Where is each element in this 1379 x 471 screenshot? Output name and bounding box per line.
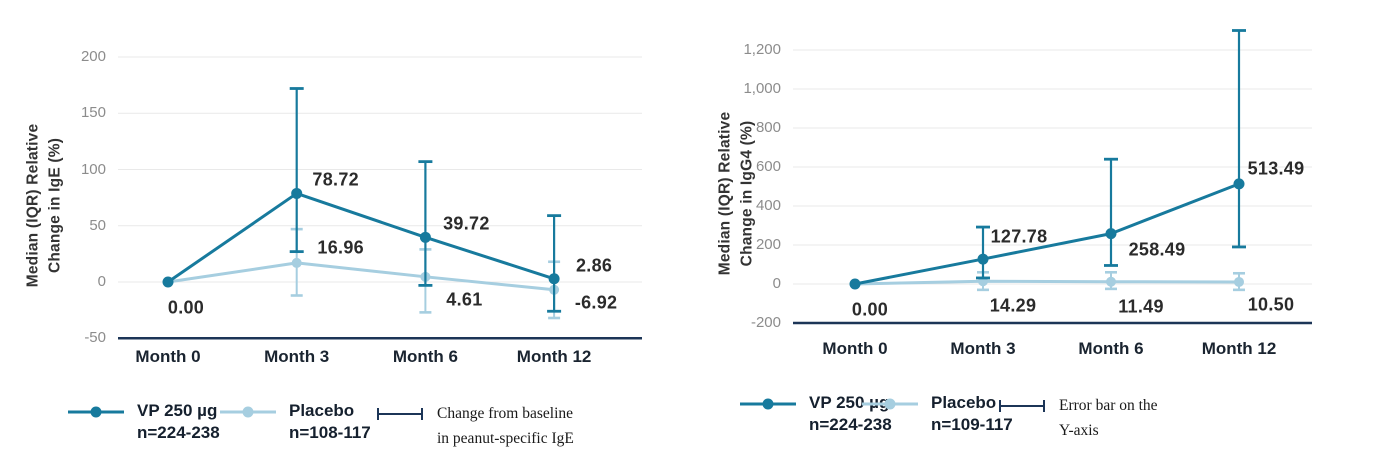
y-tick-label: 400 [755,197,781,214]
line-marker-icon [862,398,918,410]
x-axis-label: Month 6 [1078,339,1144,358]
y-tick-label: 800 [755,119,781,136]
legend-series-name: VP 250 µg [137,401,218,420]
y-axis-title-line: Change in IgE (%) [47,137,64,274]
y-tick-label: 0 [772,275,781,292]
data-point-label: 14.29 [989,295,1037,316]
y-axis-title-line: Change in IgG4 (%) [739,120,756,267]
y-tick-label: 200 [80,48,106,65]
data-point-label: 16.96 [317,237,364,258]
data-point-marker [849,278,861,290]
data-point-marker [977,253,989,265]
error-bar-icon [377,408,423,420]
x-axis-label: Month 3 [950,339,1016,358]
legend-item-placebo-ige: Placebo n=108-117 [220,400,371,445]
line-marker-icon [68,406,124,418]
legend-series-n: n=224-238 [809,415,892,435]
data-point-marker [291,187,303,199]
data-point-label: -6.92 [574,292,618,313]
data-point-marker [1106,276,1116,287]
y-axis-title-line: Median (IQR) Relative [24,123,42,288]
y-tick-label: 100 [80,160,106,178]
y-axis-title-igg4: Median (IQR) Relative Change in IgG4 (%) [715,78,760,308]
legend-item-vp-igg4: VP 250 µg n=224-238 [740,392,892,437]
data-point-label: 513.49 [1247,158,1305,179]
data-point-label: 10.50 [1247,294,1295,315]
data-point-label: 39.72 [443,213,490,234]
x-axis-label: Month 0 [135,347,201,366]
data-point-marker [419,231,431,243]
data-point-label: 258.49 [1128,239,1186,260]
x-axis-label: Month 12 [1201,339,1277,358]
x-axis-label: Month 3 [264,347,330,366]
legend-note-line: Change from baseline [437,405,574,422]
x-axis-label: Month 6 [392,347,458,366]
x-axis-label: Month 12 [516,347,592,366]
data-point-marker [291,257,302,268]
y-tick-label: 1,200 [743,41,781,58]
data-point-label: 11.49 [1118,296,1164,317]
legend-item-errorbar-igg4: Error bar on the Y-axis [998,394,1158,444]
line-marker-icon [740,398,796,410]
legend-series-name: Placebo [931,393,997,412]
line-marker-icon [220,406,276,418]
series-line-placebo [167,261,555,292]
legend-note-line: in peanut-specific IgE [437,429,574,447]
data-point-label: 127.78 [990,226,1048,247]
data-point-label: 4.61 [446,289,483,310]
data-point-label: 78.72 [312,169,359,190]
legend-series-name: Placebo [289,401,355,420]
error-bar-icon [999,400,1045,412]
y-tick-label: 600 [755,158,781,175]
y-tick-label: 150 [80,104,106,122]
series-line-vp-250-µg [854,182,1240,286]
legend-label: VP 250 µg n=224-238 [137,400,220,445]
y-tick-label: 1,000 [743,80,781,97]
y-tick-label: 200 [755,236,781,253]
y-tick-label: 50 [89,216,106,234]
legend-series-name: VP 250 µg [809,393,890,412]
legend-note-line: Error bar on the [1059,397,1158,414]
series-line-placebo [854,279,1240,286]
data-point-marker [1233,178,1245,190]
data-point-label: 2.86 [575,255,613,276]
legend-item-vp-ige: VP 250 µg n=224-238 [68,400,220,445]
legend-item-errorbar-ige: Change from baseline in peanut-specific … [376,402,574,452]
series-line-vp-250-µg [167,191,555,284]
y-tick-label: -200 [750,314,781,331]
legend-note: Change from baseline in peanut-specific … [437,402,574,452]
legend-label: Placebo n=108-117 [289,400,371,445]
legend-series-n: n=108-117 [289,423,371,443]
legend-note: Error bar on the Y-axis [1059,394,1158,444]
y-axis-title-line: Median (IQR) Relative [716,111,734,276]
data-point-label: 0.00 [167,297,205,318]
y-axis-title-ige: Median (IQR) Relative Change in IgE (%) [23,90,68,320]
y-tick-label: 0 [97,273,106,290]
legend-item-placebo-igg4: Placebo n=109-117 [862,392,1013,437]
legend-label: Placebo n=109-117 [931,392,1013,437]
data-point-marker [548,273,560,285]
legend-series-n: n=109-117 [931,415,1013,435]
legend-note-line: Y-axis [1059,421,1099,439]
y-tick-label: -50 [84,329,106,347]
legend-series-n: n=224-238 [137,423,220,443]
data-point-label: 0.00 [851,299,889,320]
data-point-marker [1105,228,1117,240]
x-axis-label: Month 0 [822,339,888,358]
legend-label: VP 250 µg n=224-238 [809,392,892,437]
data-point-marker [162,276,174,288]
data-point-marker [1234,276,1244,287]
